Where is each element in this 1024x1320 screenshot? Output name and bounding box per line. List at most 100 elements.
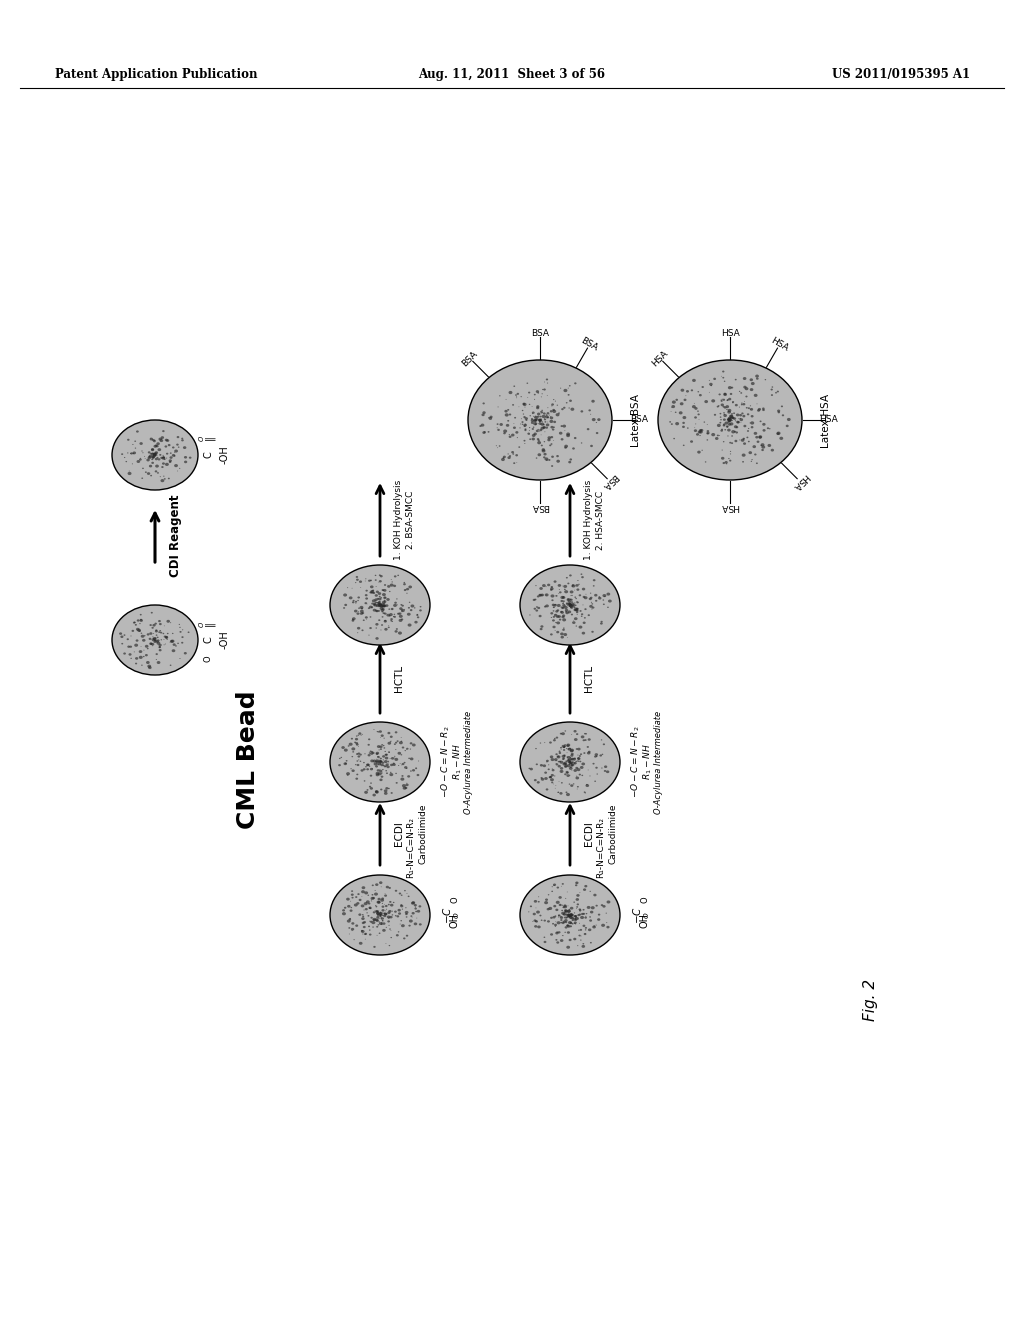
- Ellipse shape: [362, 768, 366, 771]
- Ellipse shape: [534, 920, 537, 921]
- Ellipse shape: [763, 429, 766, 432]
- Ellipse shape: [699, 429, 702, 432]
- Ellipse shape: [551, 444, 553, 445]
- Ellipse shape: [571, 585, 575, 587]
- Ellipse shape: [751, 414, 754, 417]
- Ellipse shape: [562, 614, 565, 616]
- Ellipse shape: [734, 440, 737, 442]
- Ellipse shape: [554, 924, 557, 927]
- Ellipse shape: [372, 921, 376, 924]
- Ellipse shape: [560, 636, 564, 639]
- Ellipse shape: [570, 913, 573, 916]
- Ellipse shape: [562, 425, 566, 428]
- Ellipse shape: [534, 416, 538, 418]
- Ellipse shape: [375, 791, 379, 793]
- Ellipse shape: [569, 590, 573, 594]
- Ellipse shape: [415, 620, 418, 623]
- Ellipse shape: [549, 776, 551, 779]
- Ellipse shape: [528, 768, 530, 770]
- Ellipse shape: [552, 429, 554, 430]
- Ellipse shape: [362, 925, 366, 928]
- Text: -OH: -OH: [220, 631, 230, 649]
- Ellipse shape: [723, 393, 727, 396]
- Ellipse shape: [157, 473, 159, 474]
- Ellipse shape: [382, 611, 383, 612]
- Ellipse shape: [382, 906, 384, 908]
- Ellipse shape: [728, 417, 731, 421]
- Ellipse shape: [135, 624, 137, 626]
- Ellipse shape: [154, 453, 157, 455]
- Ellipse shape: [543, 764, 546, 767]
- Ellipse shape: [154, 640, 157, 643]
- Ellipse shape: [370, 783, 372, 784]
- Ellipse shape: [570, 748, 574, 752]
- Ellipse shape: [754, 454, 757, 455]
- Ellipse shape: [188, 457, 191, 459]
- Ellipse shape: [365, 602, 367, 605]
- Ellipse shape: [560, 921, 562, 923]
- Ellipse shape: [729, 418, 731, 421]
- Ellipse shape: [372, 599, 376, 602]
- Ellipse shape: [731, 436, 733, 437]
- Ellipse shape: [565, 771, 568, 774]
- Ellipse shape: [375, 919, 379, 921]
- Ellipse shape: [575, 898, 580, 900]
- Ellipse shape: [419, 923, 422, 925]
- Ellipse shape: [373, 603, 376, 605]
- Ellipse shape: [151, 612, 153, 614]
- Ellipse shape: [354, 610, 357, 612]
- Ellipse shape: [367, 768, 369, 771]
- Ellipse shape: [370, 920, 373, 923]
- Ellipse shape: [402, 787, 407, 789]
- Ellipse shape: [541, 777, 545, 780]
- Ellipse shape: [345, 763, 347, 764]
- Ellipse shape: [564, 590, 568, 593]
- Ellipse shape: [379, 882, 382, 884]
- Ellipse shape: [574, 609, 578, 611]
- Ellipse shape: [556, 615, 559, 618]
- Ellipse shape: [733, 417, 736, 420]
- Ellipse shape: [351, 738, 353, 739]
- Ellipse shape: [553, 426, 555, 428]
- Ellipse shape: [390, 620, 392, 622]
- Ellipse shape: [127, 645, 130, 648]
- Ellipse shape: [566, 913, 569, 916]
- Ellipse shape: [604, 770, 606, 772]
- Text: $-O-C=N-R_2$: $-O-C=N-R_2$: [440, 726, 453, 799]
- Ellipse shape: [536, 391, 539, 393]
- Ellipse shape: [140, 635, 144, 638]
- Ellipse shape: [588, 738, 591, 741]
- Ellipse shape: [134, 441, 136, 442]
- Ellipse shape: [379, 574, 381, 576]
- Ellipse shape: [369, 907, 371, 908]
- Ellipse shape: [380, 576, 383, 577]
- Text: O: O: [640, 896, 649, 903]
- Ellipse shape: [569, 758, 572, 760]
- Ellipse shape: [544, 777, 548, 780]
- Ellipse shape: [383, 912, 385, 913]
- Ellipse shape: [757, 441, 760, 444]
- Ellipse shape: [382, 616, 384, 618]
- Ellipse shape: [578, 915, 580, 916]
- Ellipse shape: [398, 619, 402, 622]
- Ellipse shape: [606, 900, 610, 904]
- Ellipse shape: [409, 586, 412, 589]
- Ellipse shape: [152, 453, 155, 455]
- Ellipse shape: [159, 647, 161, 648]
- Ellipse shape: [154, 639, 157, 642]
- Ellipse shape: [601, 754, 603, 755]
- Ellipse shape: [507, 409, 509, 411]
- Ellipse shape: [562, 605, 566, 607]
- Ellipse shape: [380, 913, 383, 916]
- Ellipse shape: [512, 404, 514, 405]
- Ellipse shape: [563, 904, 566, 907]
- Ellipse shape: [128, 653, 131, 656]
- Ellipse shape: [515, 395, 517, 396]
- Ellipse shape: [561, 921, 564, 924]
- Ellipse shape: [550, 411, 553, 412]
- Ellipse shape: [539, 615, 542, 618]
- Text: BSA: BSA: [600, 473, 620, 491]
- Ellipse shape: [131, 630, 134, 632]
- Ellipse shape: [726, 425, 728, 428]
- Ellipse shape: [551, 891, 553, 892]
